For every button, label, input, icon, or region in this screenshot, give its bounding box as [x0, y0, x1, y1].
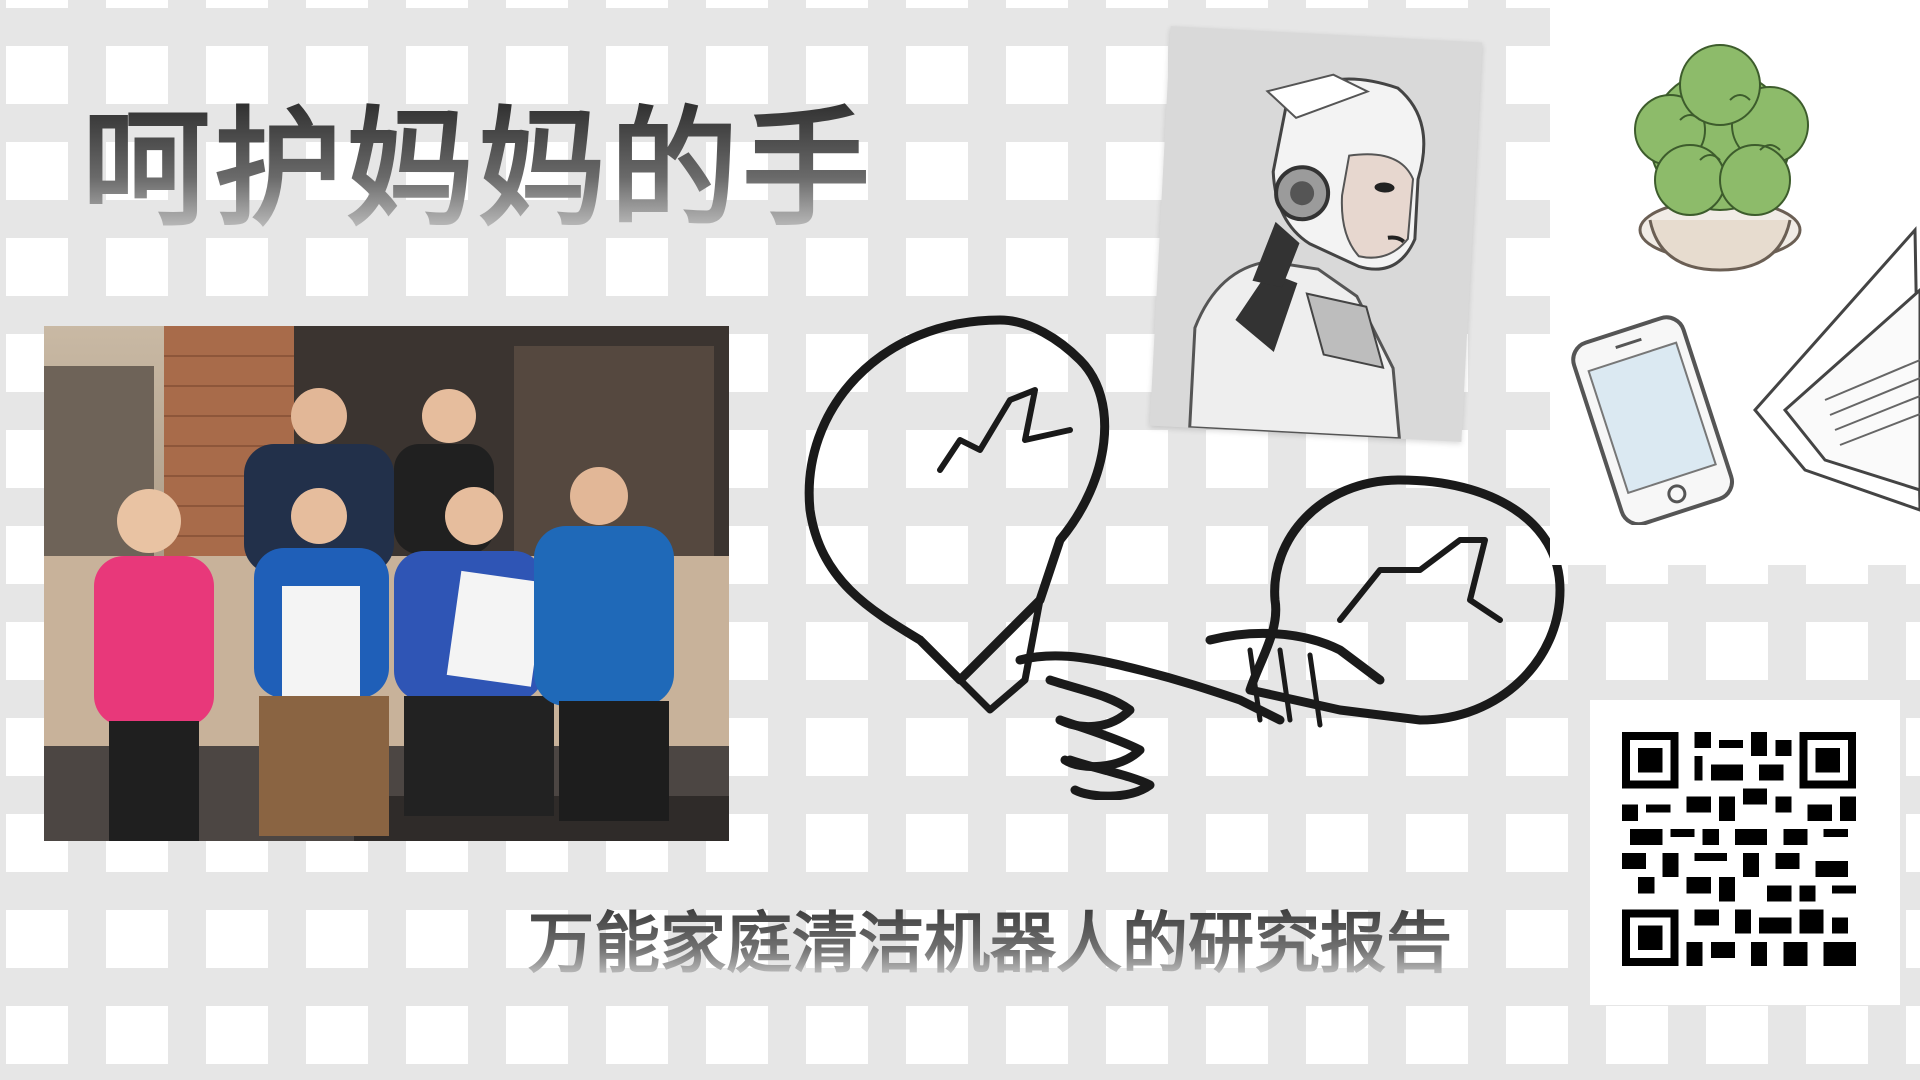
qr-code-panel	[1590, 700, 1900, 1005]
papers-icon	[1753, 226, 1920, 512]
subtitle: 万能家庭清洁机器人的研究报告	[528, 905, 1452, 982]
potted-plant-icon	[1634, 44, 1809, 272]
robot-portrait	[1149, 26, 1483, 442]
group-photo	[44, 326, 729, 841]
main-title: 呵护妈妈的手	[82, 95, 875, 244]
smartphone-icon	[1571, 315, 1734, 525]
qr-code[interactable]	[1622, 732, 1856, 966]
lightbulb-handshake-sketch	[804, 315, 1565, 800]
